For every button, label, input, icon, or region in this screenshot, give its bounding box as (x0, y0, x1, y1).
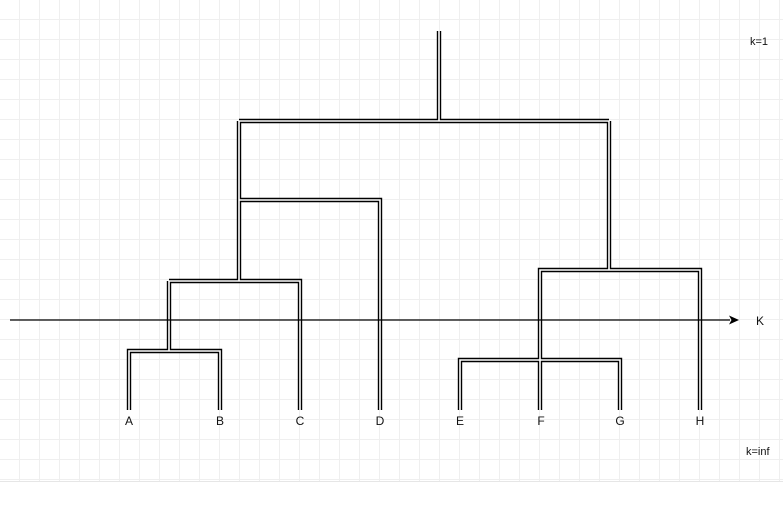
leaf-labels: A B C D E F G H (125, 414, 704, 428)
bottom-note-k-inf: k=inf (746, 446, 770, 458)
leaf-label-a: A (125, 414, 133, 428)
leaf-label-g: G (615, 414, 624, 428)
leaf-label-d: D (376, 414, 385, 428)
merge-abc-d-outline (239, 197, 383, 410)
leaf-label-b: B (216, 414, 224, 428)
top-note-k-1: k=1 (750, 36, 768, 48)
leaf-label-e: E (456, 414, 464, 428)
leaf-label-f: F (537, 414, 544, 428)
k-axis-arrowhead (729, 315, 739, 325)
leaf-label-c: C (296, 414, 305, 428)
merge-ab-c-outline (169, 278, 303, 410)
k-axis (10, 315, 739, 325)
merge-abc-d-gap (239, 199, 381, 410)
merge-a-b-outline (126, 348, 223, 410)
merge-f-h-gap (539, 269, 701, 410)
merge-a-b-gap (128, 350, 221, 410)
leaf-label-h: H (696, 414, 705, 428)
merge-ab-c-gap (169, 280, 301, 410)
dendrogram-links (126, 31, 703, 410)
canvas-bottom-margin (0, 481, 783, 506)
k-axis-label: K (756, 314, 764, 328)
